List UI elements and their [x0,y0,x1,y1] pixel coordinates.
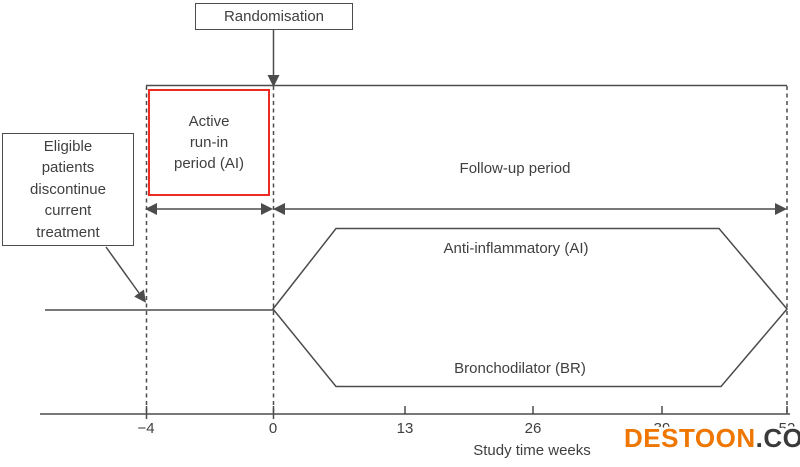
watermark-secondary: .COM [755,423,800,453]
randomisation-label: Randomisation [223,8,325,25]
eligible-patients-arrow [105,246,146,303]
follow-up-period-label: Follow-up period [459,160,571,177]
axis-title: Study time weeks [473,442,591,459]
active-run-in-box: Active run-in period (AI) [148,89,270,196]
eligible-patients-text: Eligible patients discontinue current tr… [30,137,106,241]
tick-label-13: 13 [396,420,414,437]
tick-label-26: 26 [524,420,542,437]
watermark-primary: DESTOON [624,423,756,453]
active-run-in-text: Active run-in period (AI) [173,113,245,172]
eligible-patients-box: Eligible patients discontinue current tr… [2,133,134,246]
treatment-arms-hexagon [272,227,788,388]
tick-label-0: 0 [268,420,278,437]
arm-anti-inflammatory-label: Anti-inflammatory (AI) [443,240,589,257]
tick-label-minus4: −4 [137,420,155,437]
watermark: DESTOON.COM [624,423,800,454]
tick-label-39: 39 [653,420,671,437]
arm-bronchodilator-label: Bronchodilator (BR) [454,360,586,377]
tick-label-52: 52 [778,420,796,437]
randomisation-box: Randomisation [195,3,353,30]
